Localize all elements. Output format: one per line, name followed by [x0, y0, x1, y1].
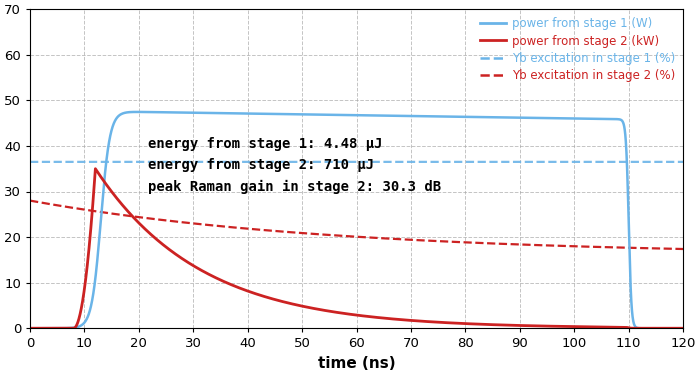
Text: energy from stage 1: 4.48 μJ
energy from stage 2: 710 μJ
peak Raman gain in stag: energy from stage 1: 4.48 μJ energy from… [148, 137, 441, 195]
Legend: power from stage 1 (W), power from stage 2 (kW), Yb excitation in stage 1 (%), Y: power from stage 1 (W), power from stage… [475, 13, 680, 87]
X-axis label: time (ns): time (ns) [318, 356, 395, 371]
